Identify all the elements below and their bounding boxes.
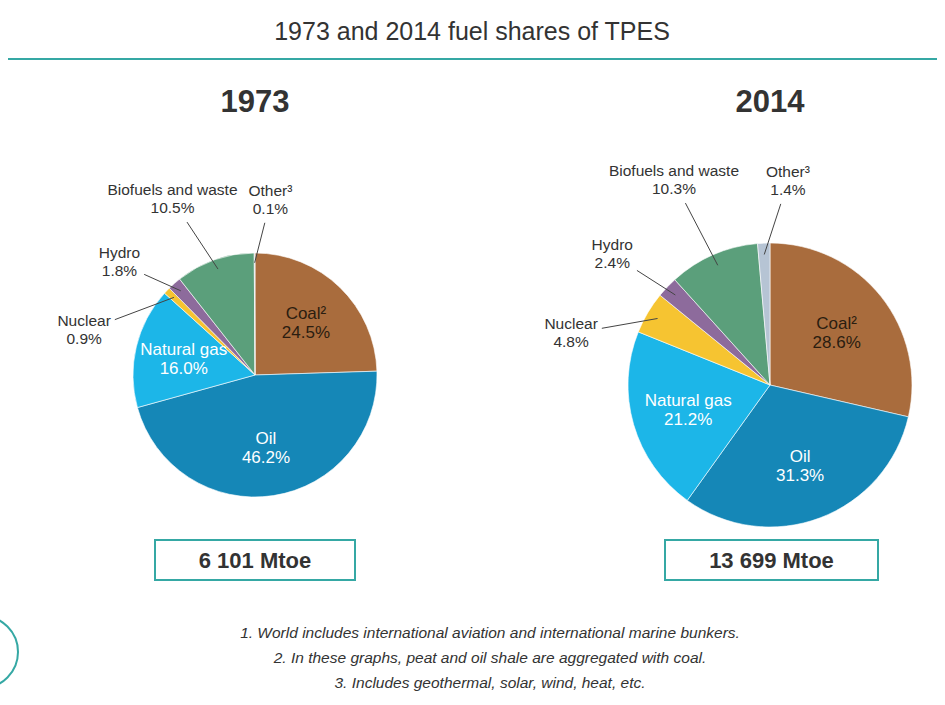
slice-value: 0.9% [66, 330, 102, 347]
page: {"title": "1973 and 2014 fuel shares of … [0, 0, 945, 705]
slice-label: Biofuels and waste [609, 162, 739, 179]
leader-line [764, 204, 781, 255]
slice-value: 2.4% [595, 254, 631, 271]
slices [133, 253, 377, 497]
slice-label: Nuclear [544, 315, 597, 332]
slice [254, 253, 256, 375]
slice-label: Hydro [99, 244, 140, 261]
leader-line [255, 223, 265, 263]
leader-line [685, 203, 717, 265]
slice-value: 24.5% [282, 323, 330, 342]
total-label: 6 101 Mtoe [199, 548, 312, 573]
slice [758, 243, 770, 385]
pie-title: 1973 [221, 84, 290, 119]
slice-value: 28.6% [813, 333, 861, 352]
slice-label: Natural gas [140, 340, 227, 359]
chart-canvas: 1973 and 2014 fuel shares of TPES 1973 Coa… [0, 0, 945, 705]
slice-label: Other³ [248, 182, 292, 199]
slice-value: 10.5% [151, 199, 195, 216]
labels: Coal²28.6% Oil31.3% Natural gas21.2% Nuclea… [544, 162, 860, 485]
leader-line [144, 274, 181, 290]
decor-circle [0, 616, 18, 688]
background [0, 0, 945, 705]
slice-value: 46.2% [242, 448, 290, 467]
slice-label: Oil [790, 447, 811, 466]
slices [628, 243, 912, 527]
slice-value: 21.2% [664, 410, 712, 429]
slice-label: Biofuels and waste [107, 181, 237, 198]
total-label: 13 699 Mtoe [709, 548, 834, 573]
labels: Coal²24.5% Oil46.2% Natural gas16.0% Nuclea… [57, 181, 330, 467]
slice [255, 253, 377, 375]
slice-label: Coal² [286, 304, 327, 323]
slice-value: 31.3% [776, 466, 824, 485]
footnote: 1. World includes international aviation… [240, 624, 740, 641]
pie-chart: 1973 Coal²24.5% Oil46.2% Natural gas16.0% Nu… [57, 84, 377, 580]
leader-line [187, 222, 218, 269]
total-box [665, 540, 878, 580]
total-box [155, 540, 355, 580]
slice-value: 1.8% [102, 262, 138, 279]
slice-value: 4.8% [553, 333, 589, 350]
pie-title: 2014 [736, 84, 806, 119]
title-rule [8, 58, 937, 60]
footnote: 2. In these graphs, peat and oil shale a… [273, 649, 707, 666]
main-title: 1973 and 2014 fuel shares of TPES [274, 17, 670, 45]
slice [675, 244, 770, 385]
leader-line [602, 318, 658, 328]
footnote: 3. Includes geothermal, solar, wind, hea… [334, 674, 645, 691]
pie-chart: 2014 Coal²28.6% Oil31.3% Natural gas21.2% Nu… [544, 84, 912, 580]
slice-value: 10.3% [652, 180, 696, 197]
slice-label: Oil [256, 429, 277, 448]
leader-line [637, 270, 675, 295]
slice-value: 16.0% [160, 359, 208, 378]
slice-label: Other³ [766, 163, 810, 180]
slice-label: Coal² [816, 314, 857, 333]
slice-label: Hydro [592, 236, 633, 253]
slice-value: 0.1% [253, 200, 289, 217]
slice-label: Nuclear [57, 312, 110, 329]
slice-label: Natural gas [645, 391, 732, 410]
leader-line [115, 297, 174, 319]
slice-value: 1.4% [770, 181, 806, 198]
